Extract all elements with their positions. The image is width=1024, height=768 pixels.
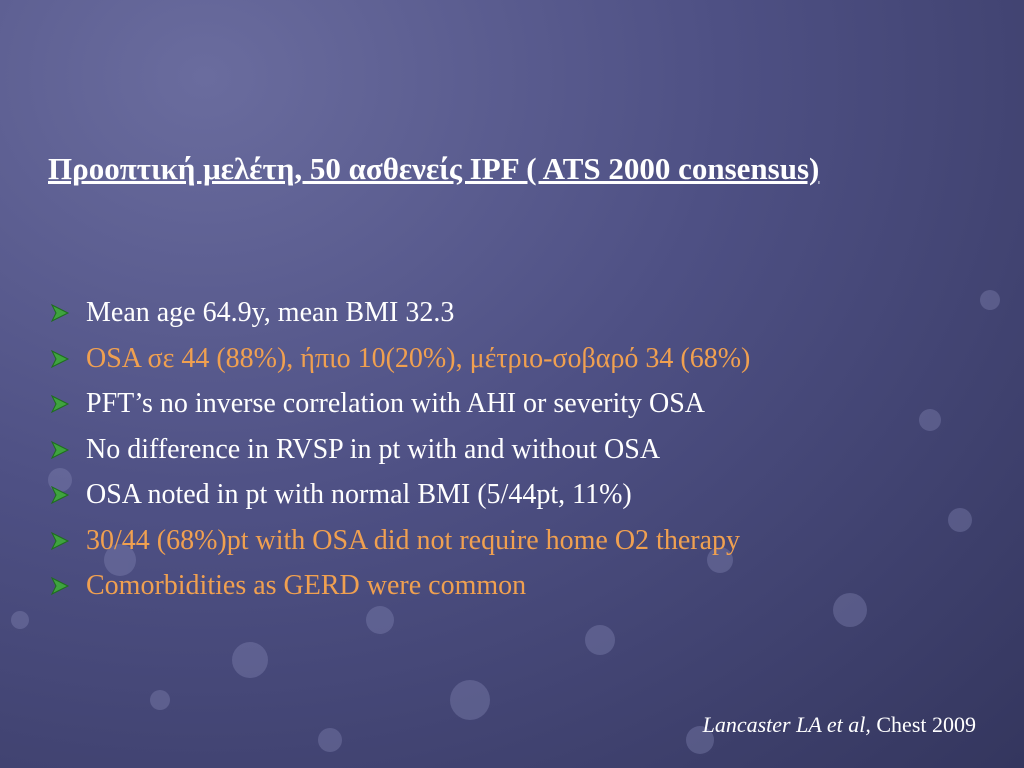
bullet-arrow <box>50 486 70 504</box>
bullet-arrow <box>50 304 70 322</box>
bullet-arrow <box>50 577 70 595</box>
heading: Προοπτική μελέτη, 50 ασθενείς IPF ( ATS … <box>48 151 820 186</box>
bullet-item: Mean age 64.9y, mean BMI 32.3 <box>50 290 1010 336</box>
bullet-item: No difference in RVSP in pt with and wit… <box>50 427 1010 473</box>
bullet-text: Comorbidities as GERD were common <box>86 570 527 601</box>
bullet-item: Comorbidities as GERD were common <box>50 563 1010 609</box>
bullet-item: PFT’s no inverse correlation with AHI or… <box>50 381 1010 427</box>
bullet-text: No difference in RVSP in pt with and wit… <box>86 433 661 465</box>
bullet-item: OSA σε 44 (88%), ήπιο 10(20%), μέτριο-σο… <box>50 336 1010 382</box>
citation-authors: Lancaster LA et al, <box>702 712 871 737</box>
citation-source: Chest 2009 <box>876 712 976 737</box>
bullet-text: PFT’s no inverse correlation with AHI or… <box>86 388 706 419</box>
bullet-text: 30/44 (68%)pt with OSA did not require h… <box>86 524 741 556</box>
bullet-arrow <box>50 349 70 368</box>
bullet-text: Mean age 64.9y, mean BMI 32.3 <box>86 297 455 328</box>
bullet-arrow <box>50 440 70 459</box>
bullet-item: OSA noted in pt with normal BMI (5/44pt,… <box>50 472 1010 518</box>
bullet-arrow <box>50 395 70 413</box>
bullet-text: OSA noted in pt with normal BMI (5/44pt,… <box>86 479 632 510</box>
bullet-item: 30/44 (68%)pt with OSA did not require h… <box>50 518 1010 564</box>
bullet-arrow <box>50 531 70 550</box>
citation: Lancaster LA et al, Chest 2009 <box>703 712 976 738</box>
bullet-list: Mean age 64.9y, mean BMI 32.3 OSA σε 44 (… <box>50 290 1010 609</box>
bullet-text: OSA σε 44 (88%), ήπιο 10(20%), μέτριο-σο… <box>86 342 751 374</box>
